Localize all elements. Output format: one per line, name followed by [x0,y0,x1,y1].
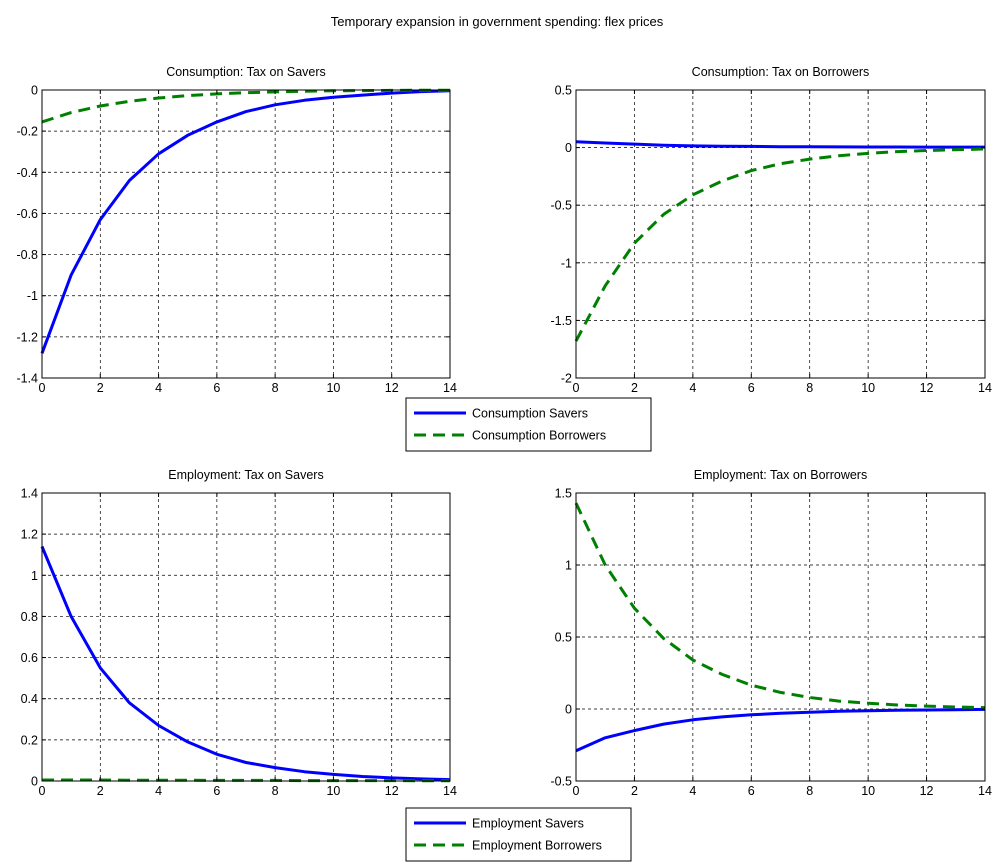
y-tick-label: -0.8 [16,248,38,262]
x-tick-label: 2 [97,381,104,395]
chart-title: Consumption: Tax on Borrowers [692,65,870,79]
x-tick-label: 4 [689,381,696,395]
x-tick-label: 0 [39,784,46,798]
legend-label: Employment Savers [472,817,584,831]
axes-frame [41,492,451,782]
x-tick-label: 0 [39,381,46,395]
series-line-savers [40,545,451,782]
series-line-savers [575,140,985,149]
x-tick-label: 6 [213,381,220,395]
x-tick-label: 8 [272,784,279,798]
chart-title: Employment: Tax on Savers [168,468,323,482]
x-tick-label: 14 [978,381,992,395]
y-tick-label: 1.4 [21,487,38,501]
legend-box [405,807,632,862]
y-tick-label: -0.5 [550,199,572,213]
plot-area [42,493,450,781]
x-tick-label: 2 [631,381,638,395]
x-tick-label: 6 [748,784,755,798]
x-tick-label: 8 [806,381,813,395]
legend-label: Consumption Savers [472,407,588,421]
series-line-borrowers [574,147,986,342]
y-tick-label: 1.2 [21,528,38,542]
y-tick-label: 0.6 [21,651,38,665]
x-tick-label: 12 [385,381,399,395]
y-tick-label: -2 [561,372,572,386]
plot-area [42,90,450,378]
grid [576,493,985,781]
chart-title: Consumption: Tax on Savers [166,65,326,79]
grid [42,493,450,781]
x-tick-label: 14 [443,784,457,798]
legend-label: Consumption Borrowers [472,429,606,443]
y-tick-label: -0.2 [16,125,38,139]
chart-title: Employment: Tax on Borrowers [694,468,867,482]
figure-title: Temporary expansion in government spendi… [331,14,664,29]
x-tick-label: 0 [573,381,580,395]
y-tick-label: -1 [561,256,572,270]
x-tick-label: 14 [443,381,457,395]
chart-panel-2: 0 2 4 6 8 10 12 14 -2 -1.5 -1 -0.5 0 0.5 Consumption: … [550,65,992,395]
legend-box [405,397,652,452]
x-tick-label: 10 [861,381,875,395]
x-tick-label: 2 [97,784,104,798]
y-tick-label: 0.5 [555,631,572,645]
grid [576,90,985,378]
y-tick-label: 1 [31,569,38,583]
x-tick-label: 4 [155,381,162,395]
y-tick-label: 0.2 [21,733,38,747]
x-tick-label: 10 [326,784,340,798]
axes-frame [41,89,451,379]
x-tick-label: 8 [272,381,279,395]
y-tick-label: -1.2 [16,330,38,344]
y-tick-label: -0.6 [16,207,38,221]
y-tick-label: 0 [31,84,38,98]
y-tick-label: 0.8 [21,610,38,624]
x-tick-label: 4 [689,784,696,798]
series-line-savers [40,89,451,354]
series-line-borrowers [42,778,450,783]
x-tick-label: 2 [631,784,638,798]
x-tick-label: 10 [326,381,340,395]
x-tick-label: 10 [861,784,875,798]
y-tick-label: -1 [27,289,38,303]
y-tick-label: 0.5 [555,84,572,98]
y-tick-label: 1 [565,559,572,573]
axes-frame [575,89,986,379]
y-tick-label: 0 [31,775,38,789]
x-tick-label: 4 [155,784,162,798]
legend-label: Employment Borrowers [472,839,602,853]
legend-2: Employment Savers Employment Borrowers [405,807,632,862]
y-tick-label: 0.4 [21,692,38,706]
chart-panel-1: 0 2 4 6 8 10 12 14 -1.4 -1.2 -1 -0.8 -0.6 -0.4 -0.2 0 Co… [16,65,457,395]
x-tick-label: 12 [385,784,399,798]
y-tick-label: 0 [565,703,572,717]
series-line-savers [575,707,986,753]
y-tick-label: -0.4 [16,166,38,180]
x-tick-label: 0 [573,784,580,798]
y-tick-label: 1.5 [555,487,572,501]
plot-area [576,90,985,378]
legend-1: Consumption Savers Consumption Borrowers [405,397,652,452]
x-tick-label: 8 [806,784,813,798]
y-tick-label: -0.5 [550,775,572,789]
chart-panel-3: 0 2 4 6 8 10 12 14 0 0.2 0.4 0.6 0.8 1 1.2 1.4 Employmen… [21,468,457,798]
x-tick-label: 14 [978,784,992,798]
grid [42,90,450,378]
x-tick-label: 6 [748,381,755,395]
y-tick-label: -1.5 [550,314,572,328]
x-tick-label: 12 [920,381,934,395]
x-tick-label: 12 [920,784,934,798]
series-line-borrowers [574,502,986,710]
y-tick-label: -1.4 [16,372,38,386]
x-tick-label: 6 [213,784,220,798]
y-tick-label: 0 [565,141,572,155]
